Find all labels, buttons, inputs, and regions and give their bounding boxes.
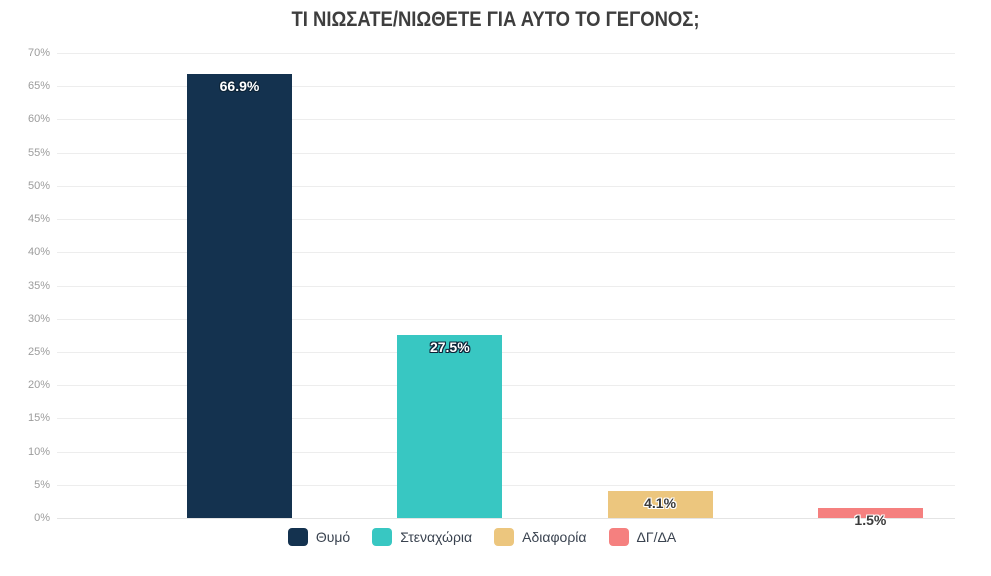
legend-label: Στεναχώρια <box>400 529 473 545</box>
ytick-label-55: 55% <box>27 146 50 159</box>
legend-item-2[interactable]: Στεναχώρια <box>372 528 472 546</box>
bar-value-label-1: 66.9% <box>219 78 260 94</box>
ytick-label-15: 15% <box>27 412 50 425</box>
legend-label: ΔΓ/ΔΑ <box>636 529 677 545</box>
gridline-65 <box>57 86 955 88</box>
legend-item-4[interactable]: ΔΓ/ΔΑ <box>608 528 677 546</box>
bar-value-label-4: 1.5% <box>854 512 887 528</box>
gridline-20 <box>57 385 955 387</box>
chart-title: ΤΙ ΝΙΩΣΑΤΕ/ΝΙΩΘΕΤΕ ΓΙΑ ΑΥΤΟ ΤΟ ΓΕΓΟΝΟΣ; <box>291 8 700 31</box>
ytick-label-65: 65% <box>27 80 50 93</box>
legend-item-1[interactable]: Θυμό <box>287 528 351 546</box>
gridline-45 <box>57 219 955 221</box>
gridline-25 <box>57 351 955 353</box>
ytick-label-60: 60% <box>27 113 50 126</box>
gridline-35 <box>57 285 955 287</box>
gridline-15 <box>57 418 955 420</box>
legend-swatch-icon <box>608 528 629 546</box>
legend-label: Θυμό <box>315 529 351 545</box>
ytick-label-35: 35% <box>27 279 50 292</box>
gridline-30 <box>57 318 955 320</box>
bar-2[interactable] <box>397 335 503 518</box>
ytick-label-10: 10% <box>27 445 50 458</box>
gridline-5 <box>57 484 955 486</box>
bar-value-label-3: 4.1% <box>644 495 677 511</box>
legend-swatch-icon <box>494 528 515 546</box>
ytick-label-0: 0% <box>34 512 50 524</box>
bar-1[interactable] <box>187 74 292 518</box>
gridline-50 <box>57 185 955 187</box>
bar-4[interactable] <box>817 508 923 518</box>
bar-3[interactable] <box>607 491 713 518</box>
ytick-label-45: 45% <box>27 213 50 226</box>
ytick-label-25: 25% <box>27 345 50 358</box>
legend-swatch-icon <box>372 528 393 546</box>
ytick-label-50: 50% <box>27 179 50 192</box>
ytick-label-5: 5% <box>34 478 50 491</box>
legend: Θυμό Στεναχώρια Αδιαφορία ΔΓ/ΔΑ <box>0 528 964 546</box>
gridline-40 <box>57 252 955 254</box>
legend-item-3[interactable]: Αδιαφορία <box>494 528 587 546</box>
ytick-label-20: 20% <box>27 379 50 392</box>
bar-value-label-2: 27.5% <box>429 339 470 355</box>
gridline-0 <box>57 518 955 519</box>
ytick-label-30: 30% <box>27 312 50 325</box>
legend-label: Αδιαφορία <box>522 529 587 545</box>
gridline-55 <box>57 152 955 154</box>
ytick-label-40: 40% <box>27 246 50 259</box>
legend-swatch-icon <box>287 528 308 546</box>
gridline-70 <box>57 53 955 54</box>
gridline-10 <box>57 451 955 453</box>
ytick-label-70: 70% <box>27 47 50 59</box>
gridline-60 <box>57 119 955 121</box>
